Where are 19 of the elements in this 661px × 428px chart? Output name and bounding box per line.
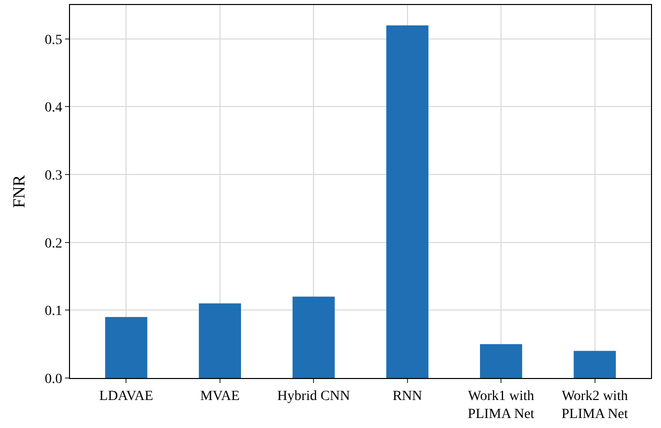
y-axis-title: FNR <box>9 174 28 208</box>
bar <box>480 344 522 378</box>
bar <box>198 303 242 378</box>
bar <box>105 316 148 378</box>
y-tick-label: 0.1 <box>44 304 62 320</box>
y-tick-label: 0.5 <box>44 32 62 48</box>
x-tick-label: Hybrid CNN <box>277 388 350 404</box>
bar <box>386 25 428 378</box>
bar <box>574 350 616 378</box>
y-tick-label: 0.4 <box>44 100 62 116</box>
y-tick-label: 0.2 <box>44 236 62 252</box>
x-tick-label: RNN <box>392 388 422 404</box>
x-tick-label: LDAVAE <box>99 388 154 404</box>
bar <box>292 296 335 378</box>
x-tick-label: Work1 with PLIMA Net <box>468 388 534 422</box>
x-tick-label: Work2 with PLIMA Net <box>562 388 628 422</box>
x-tick-label: MVAE <box>200 388 240 404</box>
y-tick-label: 0.0 <box>44 372 62 387</box>
y-tick-label: 0.3 <box>44 168 62 184</box>
